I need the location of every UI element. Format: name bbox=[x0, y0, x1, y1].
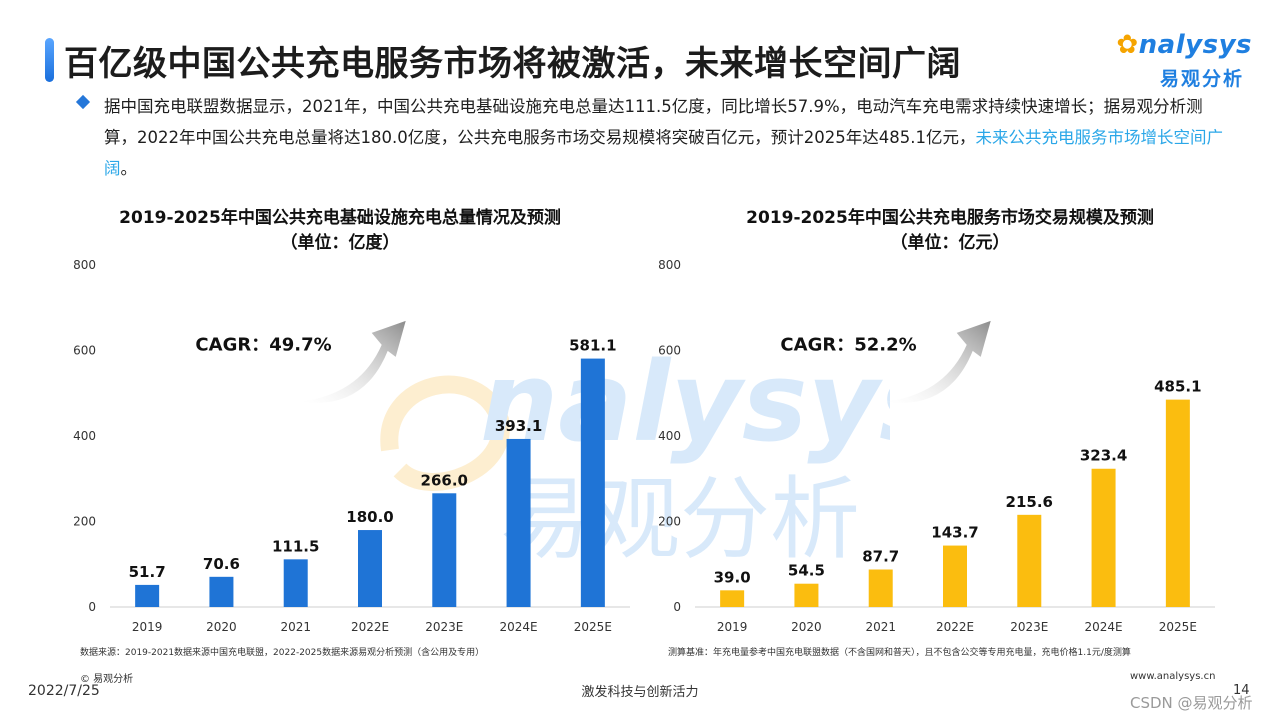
chart1-subtitle: （单位：亿度） bbox=[280, 233, 400, 253]
footer-date: 2022/7/25 bbox=[28, 683, 100, 699]
chart2-bar bbox=[1091, 468, 1116, 607]
chart1-xtick: 2024E bbox=[500, 620, 538, 634]
analysys-logo: ✿nalysys 易观分析 bbox=[1116, 30, 1252, 90]
chart1-data-label: 393.1 bbox=[495, 417, 542, 435]
chart1-bar bbox=[506, 438, 531, 607]
chart1-bar-chart: 0 200 400 600 800 CAGR：49.7% 51.7 2019 70.6 2020 1… bbox=[73, 258, 630, 634]
chart1-xtick: 2023E bbox=[425, 620, 463, 634]
chart2-bar bbox=[1165, 399, 1190, 607]
chart2-data-label: 485.1 bbox=[1154, 378, 1201, 396]
chart1-bar bbox=[358, 530, 382, 607]
chart1-xtick: 2022E bbox=[351, 620, 389, 634]
chart1-bar bbox=[432, 493, 457, 607]
chart1-xtick: 2020 bbox=[206, 620, 237, 634]
chart2-source-note: 测算基准：年充电量参考中国充电联盟数据（不含国网和普天），且不包含公交等专用充电… bbox=[668, 648, 1131, 658]
chart2-growth-arrow-icon bbox=[884, 320, 991, 403]
chart2-data-label: 323.4 bbox=[1080, 447, 1127, 465]
footer-slogan: 激发科技与创新活力 bbox=[581, 685, 699, 700]
summary-end: 。 bbox=[120, 159, 138, 178]
chart1-xtick: 2025E bbox=[574, 620, 612, 634]
chart1-bar bbox=[209, 576, 234, 607]
chart2-subtitle: （单位：亿元） bbox=[890, 233, 1010, 253]
chart2-xtick: 2020 bbox=[791, 620, 822, 634]
chart1-cagr-label: CAGR：49.7% bbox=[195, 335, 331, 356]
chart2-ytick: 0 bbox=[673, 600, 681, 614]
chart1-ytick: 800 bbox=[73, 258, 96, 272]
chart1-data-label: 180.0 bbox=[346, 508, 393, 526]
chart1-data-label: 111.5 bbox=[272, 537, 319, 555]
chart1-data-label: 266.0 bbox=[421, 471, 468, 489]
chart2-title: 2019-2025年中国公共充电服务市场交易规模及预测 bbox=[746, 208, 1154, 228]
chart2-ytick: 600 bbox=[658, 344, 681, 358]
chart1-bar bbox=[135, 584, 160, 607]
summary-highlight: 未来公共充电服务市场增长空间广阔 bbox=[104, 128, 1223, 178]
chart2-xtick: 2024E bbox=[1085, 620, 1123, 634]
page-number: 14 bbox=[1233, 683, 1250, 698]
chart2-data-label: 215.6 bbox=[1006, 493, 1053, 511]
chart2-xtick: 2019 bbox=[717, 620, 748, 634]
chart1-bar bbox=[283, 559, 308, 607]
chart1-ytick: 400 bbox=[73, 429, 96, 443]
page-title: 百亿级中国公共充电服务市场将被激活，未来增长空间广阔 bbox=[64, 44, 961, 84]
footer-url[interactable]: www.analysys.cn bbox=[1130, 671, 1216, 682]
logo-wordmark: nalysys bbox=[1138, 30, 1252, 60]
title-accent-bar bbox=[45, 38, 54, 82]
chart2-xtick: 2021 bbox=[865, 620, 896, 634]
chart1-data-label: 51.7 bbox=[129, 563, 166, 581]
bullet-diamond-icon bbox=[75, 94, 91, 110]
logo-cn-text: 易观分析 bbox=[1159, 68, 1244, 90]
chart1-xtick: 2021 bbox=[280, 620, 311, 634]
chart1-data-label: 581.1 bbox=[569, 337, 616, 355]
chart1-ytick: 200 bbox=[73, 515, 96, 529]
chart2-xtick: 2023E bbox=[1010, 620, 1048, 634]
chart1-title: 2019-2025年中国公共充电基础设施充电总量情况及预测 bbox=[119, 208, 561, 228]
chart2-data-label: 87.7 bbox=[862, 548, 899, 566]
chart1-title-block: 2019-2025年中国公共充电基础设施充电总量情况及预测 （单位：亿度） bbox=[60, 206, 620, 256]
chart1-growth-arrow-icon bbox=[299, 320, 406, 403]
chart2-ytick: 400 bbox=[658, 429, 681, 443]
chart1-data-label: 70.6 bbox=[203, 555, 240, 573]
chart2-xtick: 2025E bbox=[1159, 620, 1197, 634]
chart2-bar bbox=[868, 569, 893, 607]
chart2-title-block: 2019-2025年中国公共充电服务市场交易规模及预测 （单位：亿元） bbox=[670, 206, 1230, 256]
summary-paragraph: 据中国充电联盟数据显示，2021年，中国公共充电基础设施充电总量达111.5亿度… bbox=[104, 91, 1234, 184]
footer-copyright: © 易观分析 bbox=[80, 674, 134, 685]
chart2-data-label: 143.7 bbox=[931, 524, 978, 542]
chart1-bar bbox=[580, 358, 605, 607]
chart2-bar bbox=[943, 545, 967, 607]
chart2-data-label: 54.5 bbox=[788, 562, 825, 580]
chart1-source-note: 数据来源：2019-2021数据来源中国充电联盟，2022-2025数据来源易观… bbox=[80, 648, 485, 658]
summary-main: 据中国充电联盟数据显示，2021年，中国公共充电基础设施充电总量达111.5亿度… bbox=[104, 97, 1203, 147]
chart2-bar-chart: 0 200 400 600 800 CAGR：52.2% 39.0 2019 54.5 2020 8… bbox=[658, 258, 1215, 634]
csdn-watermark: CSDN @易观分析 bbox=[1130, 694, 1253, 712]
chart1-ytick: 600 bbox=[73, 344, 96, 358]
chart2-ytick: 200 bbox=[658, 515, 681, 529]
chart2-xtick: 2022E bbox=[936, 620, 974, 634]
chart2-bar bbox=[720, 590, 745, 607]
chart2-cagr-label: CAGR：52.2% bbox=[780, 335, 916, 356]
chart2-ytick: 800 bbox=[658, 258, 681, 272]
chart2-bar bbox=[794, 583, 819, 607]
chart1-ytick: 0 bbox=[88, 600, 96, 614]
chart1-xtick: 2019 bbox=[132, 620, 163, 634]
chart2-data-label: 39.0 bbox=[714, 568, 751, 586]
chart2-bar bbox=[1017, 514, 1042, 607]
